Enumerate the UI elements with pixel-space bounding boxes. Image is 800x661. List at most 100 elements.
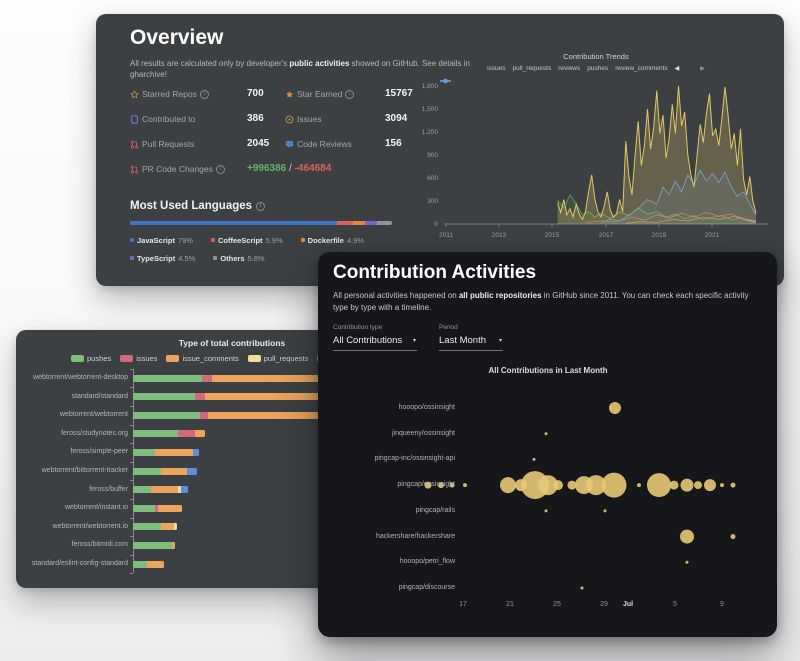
language-legend-item-dockerfile[interactable]: Dockerfile 4.9% bbox=[300, 235, 365, 245]
type-legend-item-pull_requests[interactable]: pull_requests bbox=[247, 354, 308, 363]
bubble-x-tick: 21 bbox=[506, 601, 514, 608]
type-chart-bar bbox=[133, 523, 177, 531]
stat-label-code-reviews: Code Reviews bbox=[285, 138, 352, 150]
pr-sep: / bbox=[286, 163, 295, 174]
info-icon[interactable]: i bbox=[215, 164, 225, 174]
type-chart-axis-tick bbox=[130, 443, 133, 445]
bar-segment-issue_comments bbox=[147, 560, 164, 568]
languages-legend-row: JavaScript 79% CoffeeScript 5.9% Dockerfile 4… bbox=[130, 231, 460, 249]
legend-swatch bbox=[300, 238, 305, 242]
bubble bbox=[694, 481, 702, 490]
repo-icon bbox=[130, 114, 139, 124]
bubble bbox=[538, 475, 558, 496]
trends-y-tick: 1,200 bbox=[421, 129, 438, 136]
type-chart-row-label: feross/bitmidi.com bbox=[71, 541, 128, 549]
trends-legend-item-review_comments[interactable]: review_comments bbox=[440, 65, 668, 84]
series-line-reviews bbox=[625, 215, 757, 224]
activities-description: All personal activities happened on all … bbox=[333, 290, 761, 313]
language-bar-segment-typescript bbox=[365, 221, 378, 225]
stat-label-pull-requests: Pull Requests bbox=[130, 138, 194, 150]
bubble-row-label: jinqueeny/ossinsight bbox=[391, 429, 455, 437]
type-chart-row-label: webtorrent/webtorrent.io bbox=[52, 522, 128, 530]
type-chart-title: Type of total contributions bbox=[178, 338, 286, 348]
filter-value: All Contributions bbox=[333, 335, 403, 346]
bubble-row-label: pingcap-inc/ossinsight-api bbox=[374, 455, 455, 463]
overview-description-text: All results are calculated only by devel… bbox=[130, 59, 290, 68]
legend-next-icon[interactable]: ▶ bbox=[700, 65, 705, 72]
type-legend-item-issues[interactable]: issues bbox=[120, 354, 157, 363]
trends-title: Contribution Trends bbox=[563, 52, 629, 61]
info-icon[interactable]: i bbox=[256, 201, 266, 211]
bubble bbox=[532, 457, 536, 461]
type-chart-bar bbox=[133, 504, 182, 512]
contribution-activities-card: Contribution Activities All personal act… bbox=[318, 252, 777, 637]
bar-segment-issues bbox=[202, 374, 212, 382]
bubble bbox=[637, 483, 641, 488]
overview-card: Overview All results are calculated only… bbox=[96, 14, 784, 286]
type-legend-item-pushes[interactable]: pushes bbox=[71, 354, 111, 363]
stat-label-star-earned: Star Earned i bbox=[285, 88, 355, 100]
filter-label: Period bbox=[439, 324, 458, 331]
bar-segment-issue_comments bbox=[161, 523, 174, 531]
bubble bbox=[730, 482, 736, 488]
legend-swatch bbox=[120, 355, 134, 362]
series-area-pushes bbox=[557, 86, 756, 224]
bar-segment-issue_comments bbox=[158, 504, 182, 512]
activities-title: Contribution Activities bbox=[333, 262, 537, 283]
trends-x-tick: 2013 bbox=[491, 232, 507, 239]
trends-legend-item-issues[interactable]: issues bbox=[440, 65, 506, 84]
series-line-review_comments bbox=[600, 169, 757, 223]
stat-value-star-earned: 15767 bbox=[385, 88, 413, 99]
filter-select[interactable]: Last Month ▾ bbox=[439, 333, 503, 351]
trends-legend-item-reviews[interactable]: reviews bbox=[440, 65, 580, 84]
pr-additions: +996386 bbox=[247, 163, 287, 174]
type-chart-bar bbox=[133, 541, 175, 549]
info-icon[interactable]: i bbox=[345, 89, 355, 99]
bubble bbox=[685, 560, 689, 564]
trends-x-tick: 2011 bbox=[439, 232, 453, 239]
type-chart-axis-tick bbox=[130, 368, 133, 370]
stat-label-text: Star Earned bbox=[297, 89, 343, 99]
bar-segment-reviews bbox=[181, 486, 188, 494]
bubble-x-tick: 29 bbox=[600, 601, 608, 608]
trends-legend-item-pull_requests[interactable]: pull_requests bbox=[440, 65, 551, 84]
language-legend-item-coffeescript[interactable]: CoffeeScript 5.9% bbox=[210, 235, 283, 245]
bubble bbox=[680, 478, 694, 492]
language-bar-segment-others bbox=[377, 221, 392, 225]
type-legend-item-issue_comments[interactable]: issue_comments bbox=[166, 354, 239, 363]
type-chart-axis-tick bbox=[130, 424, 133, 426]
type-chart-row-label: webtorrent/instant.io bbox=[64, 504, 128, 512]
language-name: TypeScript bbox=[137, 253, 176, 263]
bubble bbox=[603, 509, 607, 513]
languages-usage-bar bbox=[130, 221, 392, 225]
overview-description: All results are calculated only by devel… bbox=[130, 58, 482, 80]
stat-value-pull-requests: 2045 bbox=[247, 138, 270, 149]
trends-legend-item-pushes[interactable]: pushes bbox=[440, 65, 609, 84]
trends-y-tick: 1,800 bbox=[421, 83, 438, 90]
language-percent: 4.9% bbox=[346, 235, 365, 245]
language-name: Dockerfile bbox=[307, 235, 344, 245]
language-legend-item-others[interactable]: Others 5.6% bbox=[213, 254, 265, 263]
type-chart-bar bbox=[133, 560, 164, 568]
overview-stats-grid: Starred Repos i 700 Star Earned i 15767 Contri… bbox=[130, 88, 470, 192]
filter-select[interactable]: All Contributions ▾ bbox=[333, 333, 417, 351]
trends-y-tick: 1,500 bbox=[421, 106, 438, 113]
legend-prev-icon[interactable]: ◀ bbox=[674, 65, 680, 72]
legend-label: pushes bbox=[587, 65, 609, 72]
trends-y-tick: 900 bbox=[427, 152, 438, 159]
activities-description-suffix: in GitHub since 2011. You can check each… bbox=[333, 291, 749, 312]
info-icon[interactable]: i bbox=[199, 89, 209, 99]
series-line-pull_requests bbox=[585, 212, 757, 223]
language-name: CoffeeScript bbox=[217, 235, 263, 245]
type-chart-axis-tick bbox=[130, 480, 133, 482]
bubble bbox=[438, 482, 444, 489]
language-percent: 79% bbox=[177, 235, 193, 245]
legend-label: issues bbox=[136, 354, 158, 363]
type-chart-bar bbox=[133, 448, 199, 456]
language-legend-item-javascript[interactable]: JavaScript 79% bbox=[130, 236, 193, 245]
legend-swatch bbox=[166, 355, 180, 362]
activities-description-text: All personal activities happened on bbox=[333, 291, 459, 300]
language-legend-item-typescript[interactable]: TypeScript 4.5% bbox=[130, 254, 195, 263]
star-icon bbox=[285, 90, 294, 99]
trends-legend: issues pull_requests reviews pushes review_c… bbox=[418, 65, 774, 84]
